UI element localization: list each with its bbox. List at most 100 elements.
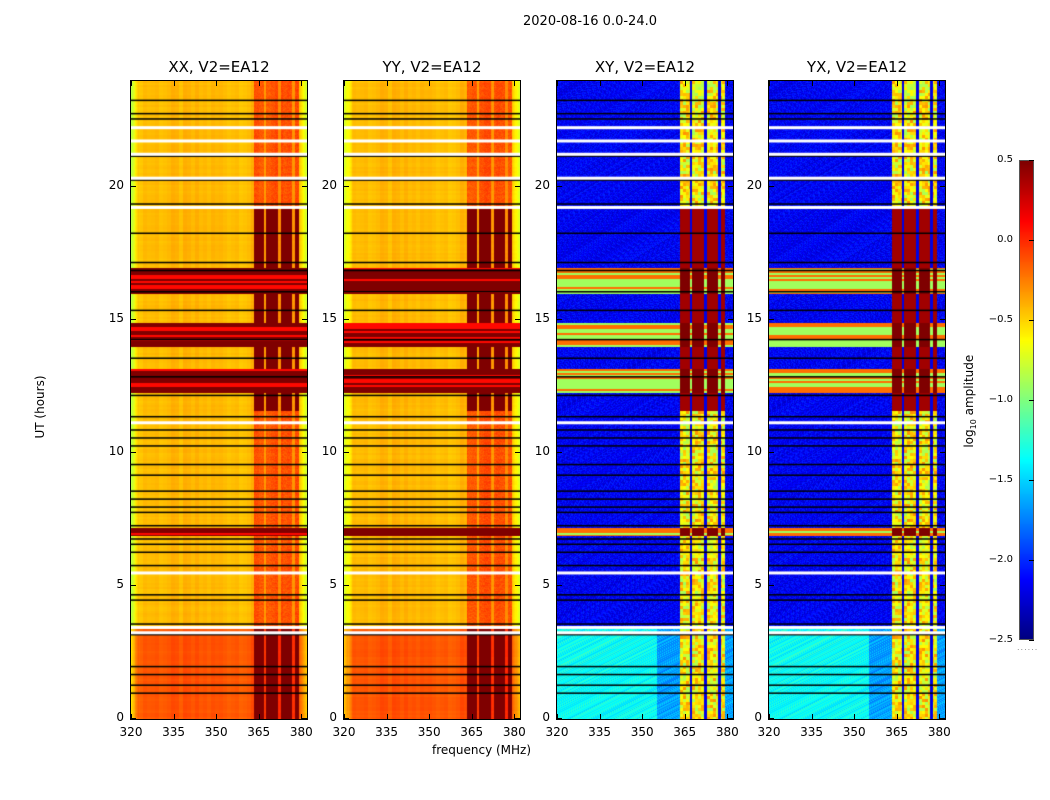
y-tick-label: 10	[108, 444, 124, 459]
x-tick-mark	[258, 714, 260, 719]
x-tick-label: 350	[842, 725, 866, 739]
x-tick-mark	[727, 714, 729, 719]
y-tick-label: 20	[321, 178, 337, 193]
y-tick-mark	[769, 319, 774, 321]
panel-title-xy: XY, V2=EA12	[594, 58, 696, 76]
y-tick-label: 10	[534, 444, 550, 459]
y-tick-mark	[940, 186, 945, 188]
y-tick-label: 10	[321, 444, 337, 459]
heatmap-panel-yy	[343, 80, 521, 720]
x-tick-mark	[811, 81, 813, 86]
y-tick-label: 20	[534, 178, 550, 193]
x-tick-mark	[173, 81, 175, 86]
colorbar-tick-label: −1.5	[988, 474, 1013, 485]
heatmap-image-xx	[131, 81, 307, 719]
x-tick-label: 335	[588, 725, 612, 739]
x-tick-label: 335	[375, 725, 399, 739]
y-tick-mark	[302, 319, 307, 321]
x-tick-label: 320	[757, 725, 781, 739]
x-tick-label: 350	[417, 725, 441, 739]
y-tick-label: 10	[746, 444, 762, 459]
x-tick-label: 335	[800, 725, 824, 739]
x-tick-mark	[642, 714, 644, 719]
y-tick-mark	[344, 452, 349, 454]
x-tick-mark	[216, 81, 218, 86]
y-tick-mark	[769, 585, 774, 587]
x-tick-label: 380	[927, 725, 951, 739]
colorbar-tick-mark	[1029, 400, 1034, 401]
y-tick-mark	[557, 452, 562, 454]
x-tick-mark	[386, 81, 388, 86]
colorbar-tick-mark	[1029, 480, 1034, 481]
y-tick-mark	[515, 452, 520, 454]
heatmap-panel-xy	[556, 80, 734, 720]
y-axis-label: UT (hours)	[33, 375, 47, 439]
y-tick-mark	[302, 718, 307, 719]
x-tick-mark	[258, 81, 260, 86]
y-tick-mark	[344, 319, 349, 321]
heatmap-image-yx	[769, 81, 945, 719]
y-tick-label: 15	[108, 311, 124, 326]
y-tick-mark	[940, 319, 945, 321]
x-axis-label: frequency (MHz)	[432, 743, 532, 757]
x-tick-mark	[557, 81, 558, 86]
x-tick-mark	[131, 81, 132, 86]
y-tick-mark	[557, 319, 562, 321]
y-tick-mark	[515, 186, 520, 188]
y-tick-mark	[302, 186, 307, 188]
y-tick-mark	[769, 452, 774, 454]
x-tick-mark	[429, 714, 431, 719]
y-tick-mark	[728, 718, 733, 719]
y-tick-label: 15	[534, 311, 550, 326]
x-tick-label: 320	[545, 725, 569, 739]
x-tick-mark	[642, 81, 644, 86]
x-tick-label: 365	[247, 725, 271, 739]
y-tick-mark	[728, 452, 733, 454]
y-tick-label: 5	[329, 577, 337, 592]
heatmap-image-yy	[344, 81, 520, 719]
x-tick-mark	[514, 81, 516, 86]
y-tick-mark	[515, 319, 520, 321]
colorbar-tick-label: −2.0	[988, 554, 1013, 565]
colorbar-tick-mark	[1029, 160, 1034, 161]
x-tick-mark	[344, 714, 345, 719]
y-tick-mark	[940, 452, 945, 454]
y-tick-mark	[344, 718, 349, 719]
x-tick-label: 320	[119, 725, 143, 739]
y-tick-mark	[769, 186, 774, 188]
panel-title-xx: XX, V2=EA12	[168, 58, 270, 76]
x-tick-mark	[344, 81, 345, 86]
y-tick-label: 0	[754, 710, 762, 724]
y-tick-mark	[940, 718, 945, 719]
x-tick-mark	[939, 81, 941, 86]
y-tick-mark	[344, 585, 349, 587]
y-tick-mark	[131, 186, 136, 188]
y-tick-mark	[557, 186, 562, 188]
y-tick-mark	[557, 718, 562, 719]
x-tick-mark	[599, 714, 601, 719]
x-tick-label: 380	[502, 725, 526, 739]
x-tick-mark	[131, 714, 132, 719]
y-tick-mark	[940, 585, 945, 587]
heatmap-panel-yx	[768, 80, 946, 720]
x-tick-label: 350	[630, 725, 654, 739]
y-tick-mark	[302, 452, 307, 454]
x-tick-label: 320	[332, 725, 356, 739]
figure-title: 2020-08-16 0.0-24.0	[523, 14, 657, 29]
y-tick-mark	[728, 186, 733, 188]
x-tick-mark	[471, 714, 473, 719]
y-tick-mark	[728, 319, 733, 321]
y-tick-label: 0	[116, 710, 124, 724]
y-tick-mark	[728, 585, 733, 587]
x-tick-mark	[216, 714, 218, 719]
colorbar-extend-dots: ......	[1017, 643, 1039, 652]
colorbar-tick-mark	[1029, 560, 1034, 561]
y-tick-label: 20	[108, 178, 124, 193]
y-tick-label: 15	[746, 311, 762, 326]
x-tick-mark	[896, 714, 898, 719]
x-tick-mark	[301, 81, 303, 86]
y-tick-mark	[557, 585, 562, 587]
colorbar-tick-label: −0.5	[988, 314, 1013, 325]
x-tick-mark	[811, 714, 813, 719]
x-tick-mark	[599, 81, 601, 86]
